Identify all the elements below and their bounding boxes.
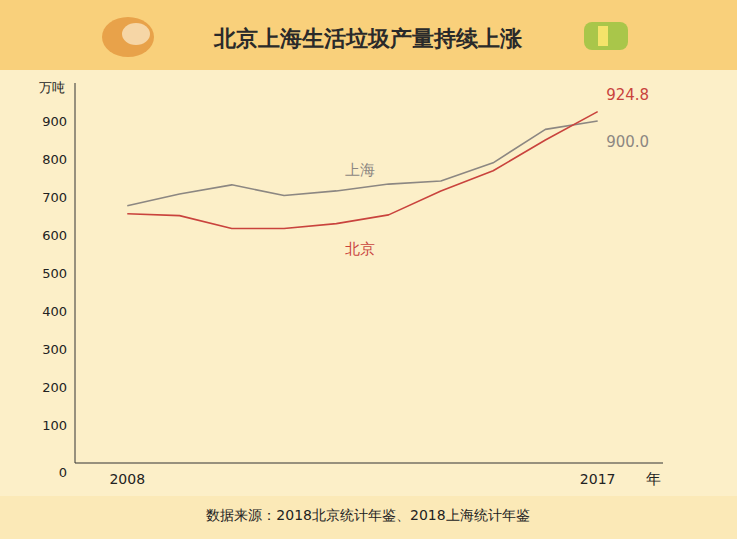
x-axis xyxy=(75,463,663,464)
series-label: 上海 xyxy=(345,161,375,179)
series-label: 北京 xyxy=(345,240,375,258)
y-tick-label: 900 xyxy=(42,114,67,129)
y-tick-label: 0 xyxy=(59,465,67,480)
title: 北京上海生活垃圾产量持续上涨 xyxy=(213,26,523,51)
icon-egg xyxy=(102,17,154,57)
y-tick-label: 200 xyxy=(42,380,67,395)
x-tick-label: 2008 xyxy=(109,471,145,487)
y-tick-label: 400 xyxy=(42,304,67,319)
icon-bag xyxy=(584,22,628,50)
icon-bag-stripe xyxy=(598,26,608,46)
chart: 北京上海生活垃圾产量持续上涨万吨年 0 100 200 300 400 500 600 700 8… xyxy=(0,0,737,539)
background xyxy=(0,0,737,539)
x-tick-label: 2017 xyxy=(580,471,616,487)
footer-band xyxy=(0,496,737,539)
icon-egg-inner xyxy=(122,23,150,45)
y-axis-label: 万吨 xyxy=(39,80,65,95)
series-line xyxy=(127,112,597,229)
y-axis xyxy=(75,83,76,463)
y-tick-label: 600 xyxy=(42,228,67,243)
y-tick-label: 100 xyxy=(42,418,67,433)
x-axis-label: 年 xyxy=(646,470,661,488)
y-tick-label: 800 xyxy=(42,152,67,167)
header-band xyxy=(0,0,737,70)
series-line xyxy=(127,121,597,206)
value-label: 924.8 xyxy=(606,86,649,104)
value-label: 900.0 xyxy=(606,133,649,151)
plot-lines xyxy=(127,112,597,229)
y-tick-label: 300 xyxy=(42,342,67,357)
source: 数据来源：2018北京统计年鉴、2018上海统计年鉴 xyxy=(206,507,529,523)
y-tick-label: 500 xyxy=(42,266,67,281)
y-tick-label: 700 xyxy=(42,190,67,205)
